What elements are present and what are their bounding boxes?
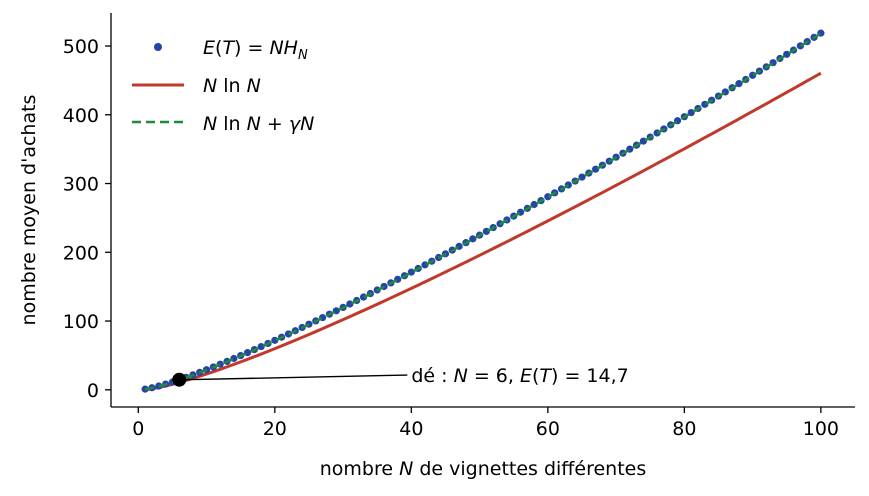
x-tick-label: 60	[536, 418, 560, 440]
y-tick-label: 400	[63, 105, 99, 127]
x-tick-label: 0	[132, 418, 144, 440]
legend-item-expected-purchases: E(T) = NHN	[154, 37, 308, 63]
y-axis-label: nombre moyen d'achats	[18, 95, 40, 326]
series-n-ln-n	[144, 71, 822, 392]
x-ticks: 0 20 40 60 80 100	[132, 407, 839, 440]
y-tick-label: 100	[63, 311, 99, 333]
axes: 0 20 40 60 80 100 0 100 200 300 400 500	[63, 13, 855, 440]
annotation-arrow	[185, 374, 408, 380]
series-n-ln-n-plus-gamma-n	[144, 32, 822, 391]
x-tick-label: 20	[263, 418, 287, 440]
y-ticks: 0 100 200 300 400 500	[63, 36, 111, 402]
x-axis-label: nombre N de vignettes différentes	[320, 458, 647, 480]
legend: E(T) = NHN N ln N N ln N + γN	[132, 37, 314, 135]
series-line-n-ln-n-plus-gamma-n	[144, 32, 822, 391]
y-tick-label: 300	[63, 174, 99, 196]
x-tick-label: 80	[672, 418, 696, 440]
series-line-n-ln-n	[144, 71, 822, 392]
legend-item-n-ln-n-plus-gamma-n: N ln N + γN	[132, 113, 314, 135]
x-tick-label: 40	[399, 418, 423, 440]
legend-item-n-ln-n: N ln N	[132, 75, 261, 97]
x-tick-label: 100	[803, 418, 839, 440]
annotation-point	[172, 372, 187, 387]
annotation-text: dé : N = 6, E(T) = 14,7	[411, 365, 628, 387]
y-tick-label: 500	[63, 36, 99, 58]
legend-label-n-ln-n-plus-gamma-n: N ln N + γN	[203, 113, 314, 135]
legend-label-expected-purchases: E(T) = NHN	[203, 37, 308, 63]
y-tick-label: 200	[63, 242, 99, 264]
annotation: dé : N = 6, E(T) = 14,7	[172, 365, 629, 387]
legend-marker-scatter	[154, 43, 162, 51]
y-tick-label: 0	[87, 380, 99, 402]
data-point	[469, 235, 477, 243]
legend-label-n-ln-n: N ln N	[203, 75, 261, 97]
